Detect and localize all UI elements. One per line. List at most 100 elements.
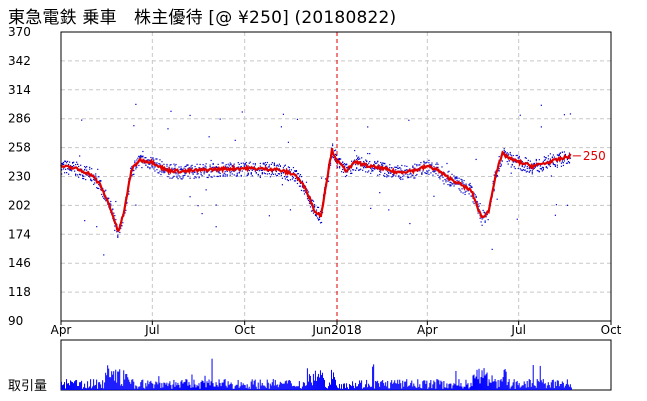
quote-dot bbox=[209, 164, 211, 166]
quote-dot bbox=[133, 169, 135, 172]
quote-dot bbox=[557, 154, 560, 156]
volume-bar bbox=[361, 380, 363, 390]
quote-dot bbox=[432, 170, 434, 172]
quote-dot bbox=[303, 190, 306, 192]
volume-bar bbox=[199, 388, 201, 390]
quote-dot bbox=[496, 175, 498, 177]
quote-dot bbox=[485, 216, 487, 218]
quote-dot bbox=[133, 125, 135, 127]
quote-dot bbox=[568, 162, 571, 164]
volume-bar bbox=[366, 379, 368, 390]
quote-dot bbox=[117, 234, 119, 236]
quote-dot bbox=[304, 191, 307, 193]
quote-dot bbox=[75, 173, 77, 175]
quote-dot bbox=[135, 166, 137, 168]
volume-bar bbox=[395, 383, 397, 390]
quote-dot bbox=[75, 163, 77, 166]
quote-dot bbox=[145, 157, 147, 159]
quote-dot bbox=[148, 163, 150, 165]
volume-bar bbox=[269, 383, 271, 390]
quote-dot bbox=[193, 171, 195, 174]
quote-dot bbox=[191, 167, 193, 169]
quote-dot bbox=[365, 171, 367, 173]
y-tick-label: 342 bbox=[8, 54, 31, 68]
quote-dot bbox=[289, 179, 292, 181]
quote-dot bbox=[105, 189, 107, 191]
quote-dot bbox=[358, 156, 360, 158]
quote-dot bbox=[526, 165, 528, 168]
volume-bar bbox=[440, 380, 442, 390]
quote-dot bbox=[457, 183, 459, 185]
quote-dot bbox=[279, 165, 281, 167]
quote-dot bbox=[240, 165, 242, 168]
quote-dot bbox=[410, 176, 412, 178]
quote-dot bbox=[229, 162, 231, 164]
quote-dot bbox=[379, 173, 381, 176]
quote-dot bbox=[449, 181, 451, 183]
quote-dot bbox=[370, 207, 372, 210]
quote-dot bbox=[414, 167, 416, 169]
quote-dot bbox=[151, 166, 153, 168]
volume-bar bbox=[358, 384, 360, 390]
volume-bar bbox=[92, 386, 94, 390]
quote-dot bbox=[454, 178, 456, 180]
quote-dot bbox=[80, 174, 82, 176]
quote-dot bbox=[408, 176, 410, 179]
quote-dot bbox=[416, 163, 418, 166]
quote-dot bbox=[458, 180, 460, 182]
quote-dot bbox=[268, 164, 270, 166]
volume-bar bbox=[299, 388, 301, 390]
quote-dot bbox=[159, 159, 161, 161]
quote-dot bbox=[252, 163, 254, 165]
quote-dot bbox=[78, 165, 80, 168]
volume-bar bbox=[106, 375, 108, 390]
quote-dot bbox=[147, 159, 149, 161]
volume-bar bbox=[266, 379, 268, 390]
volume-bar bbox=[474, 378, 476, 390]
quote-dot bbox=[451, 183, 453, 185]
volume-bar bbox=[553, 388, 555, 390]
volume-bar bbox=[270, 385, 272, 390]
quote-dot bbox=[437, 174, 439, 176]
quote-dot bbox=[248, 162, 250, 164]
quote-dot bbox=[69, 161, 71, 163]
volume-bar bbox=[281, 383, 283, 390]
quote-dot bbox=[462, 182, 464, 184]
volume-bar bbox=[61, 381, 62, 390]
quote-dot bbox=[319, 222, 322, 224]
volume-bar bbox=[372, 366, 374, 390]
quote-dot bbox=[236, 174, 238, 176]
quote-dot bbox=[97, 168, 99, 170]
volume-bar bbox=[193, 379, 195, 390]
quote-dot bbox=[543, 159, 545, 161]
volume-bar bbox=[102, 380, 104, 390]
quote-dot bbox=[467, 190, 469, 192]
y-tick-label: 314 bbox=[8, 83, 31, 97]
quote-dot bbox=[298, 185, 301, 187]
volume-bar bbox=[356, 386, 358, 390]
volume-bar bbox=[228, 385, 230, 390]
volume-bar bbox=[290, 383, 292, 390]
quote-dot bbox=[504, 151, 506, 153]
volume-bar bbox=[144, 388, 146, 390]
volume-bar bbox=[507, 382, 509, 390]
quote-dot bbox=[114, 229, 116, 232]
volume-bar bbox=[497, 380, 499, 390]
quote-dot bbox=[204, 165, 206, 167]
volume-bar bbox=[146, 386, 148, 390]
quote-dot bbox=[525, 157, 527, 159]
quote-dot bbox=[83, 175, 85, 177]
volume-bar bbox=[493, 381, 495, 390]
quote-dot bbox=[315, 209, 318, 211]
quote-dot bbox=[324, 178, 327, 180]
quote-dot bbox=[473, 192, 475, 194]
quote-dot bbox=[210, 159, 212, 162]
quote-dot bbox=[356, 158, 358, 161]
volume-bar bbox=[484, 375, 486, 390]
volume-bar bbox=[412, 386, 414, 390]
volume-bar bbox=[204, 375, 206, 390]
quote-dot bbox=[524, 157, 526, 159]
volume-bar bbox=[231, 384, 233, 390]
quote-dot bbox=[505, 153, 507, 155]
